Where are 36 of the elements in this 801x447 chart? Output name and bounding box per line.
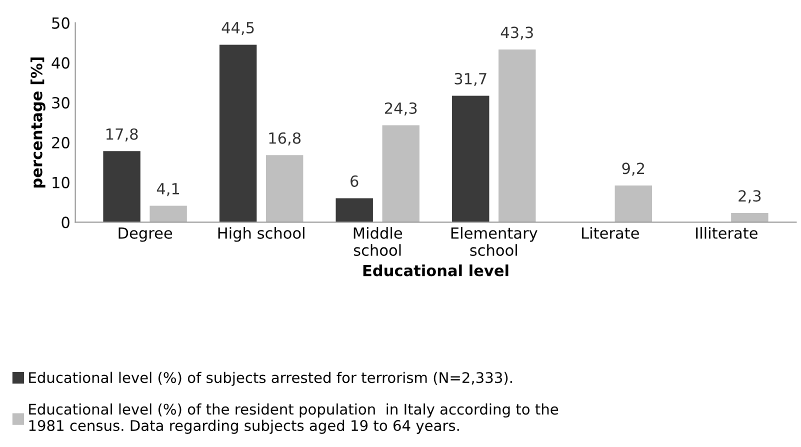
data-label: 43,3 — [500, 26, 533, 40]
x-tick-label: Illiterate — [696, 227, 758, 239]
data-label: 24,3 — [384, 102, 417, 116]
data-label: 16,8 — [269, 132, 301, 146]
data-label: 4,1 — [156, 183, 180, 196]
x-tick-label: Literate — [582, 227, 639, 239]
bar — [382, 125, 420, 222]
x-tick-label: Middle school — [354, 227, 402, 256]
data-label: 2,3 — [738, 190, 761, 204]
y-tick-label: 0 — [62, 216, 70, 228]
x-axis-title: Educational level — [363, 264, 508, 276]
bar — [150, 206, 187, 222]
y-tick-label: 20 — [52, 136, 70, 148]
legend-label: Educational level (%) of subjects arrested for terrorism (N=2,333). — [29, 372, 512, 386]
data-label: 9,2 — [622, 162, 644, 176]
bar — [731, 212, 768, 222]
bar — [614, 185, 652, 222]
bar — [266, 155, 304, 222]
y-tick-label: 10 — [52, 176, 70, 188]
bar — [498, 50, 536, 222]
bar — [219, 44, 257, 222]
x-tick-label: High school — [218, 227, 304, 242]
bar — [103, 151, 140, 222]
data-label: 31,7 — [454, 72, 486, 86]
x-tick-label: Elementary school — [451, 227, 538, 256]
x-tick-label: Degree — [118, 227, 172, 242]
y-tick-label: 40 — [52, 57, 70, 69]
bar — [452, 96, 490, 222]
bar — [336, 198, 373, 222]
y-tick-label: 50 — [52, 17, 70, 29]
data-label: 44,5 — [222, 22, 254, 35]
data-label: 17,8 — [106, 128, 138, 142]
y-tick-label: 30 — [52, 97, 70, 109]
y-axis-title: percentage [%] — [30, 57, 46, 188]
legend-label: Educational level (%) of the resident population in Italy according to the 1981 census. Data regarding subjects aged 19 to 64 years. — [29, 403, 558, 434]
data-label: 6 — [350, 175, 358, 187]
